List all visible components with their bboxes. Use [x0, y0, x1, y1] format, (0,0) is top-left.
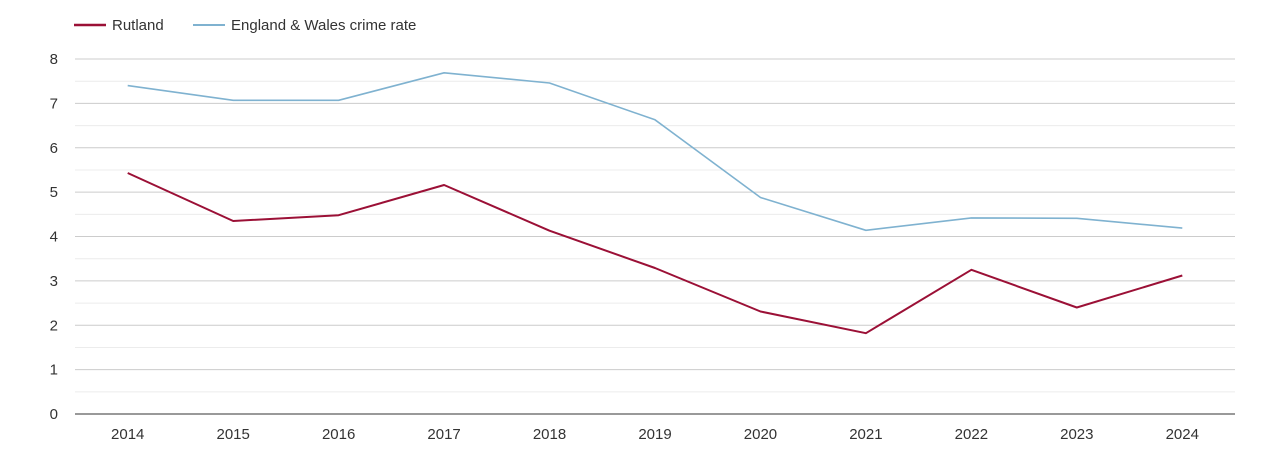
x-tick-label: 2024 — [1166, 426, 1199, 443]
y-tick-label: 1 — [50, 362, 58, 379]
x-tick-label: 2014 — [111, 426, 144, 443]
series-lines — [127, 72, 1183, 335]
legend-item-england-wales[interactable]: England & Wales crime rate — [193, 17, 416, 34]
series-line-england-wales — [127, 72, 1183, 232]
x-tick-label: 2016 — [322, 426, 355, 443]
x-tick-label: 2018 — [533, 426, 566, 443]
x-tick-label: 2015 — [216, 426, 249, 443]
y-tick-label: 4 — [50, 229, 58, 246]
legend-label-england-wales: England & Wales crime rate — [231, 17, 416, 34]
y-tick-label: 5 — [50, 184, 58, 201]
y-axis-tick-labels: 0 1 2 3 4 5 6 7 8 — [50, 51, 58, 423]
y-tick-label: 2 — [50, 317, 58, 334]
x-tick-label: 2023 — [1060, 426, 1093, 443]
legend-label-rutland: Rutland — [112, 17, 164, 34]
x-tick-label: 2019 — [638, 426, 671, 443]
grid-lines — [75, 58, 1235, 393]
x-tick-label: 2020 — [744, 426, 777, 443]
y-tick-label: 0 — [50, 406, 58, 423]
legend: Rutland England & Wales crime rate — [74, 17, 416, 34]
y-tick-label: 6 — [50, 140, 58, 157]
y-tick-label: 3 — [50, 273, 58, 290]
legend-item-rutland[interactable]: Rutland — [74, 17, 164, 34]
y-tick-label: 7 — [50, 95, 58, 112]
x-axis-tick-labels: 2014 2015 2016 2017 2018 2019 2020 2021 2022 2023… — [111, 426, 1199, 443]
x-tick-label: 2022 — [955, 426, 988, 443]
x-tick-label: 2021 — [849, 426, 882, 443]
x-tick-label: 2017 — [427, 426, 460, 443]
series-line-rutland — [127, 172, 1183, 335]
y-tick-label: 8 — [50, 51, 58, 68]
